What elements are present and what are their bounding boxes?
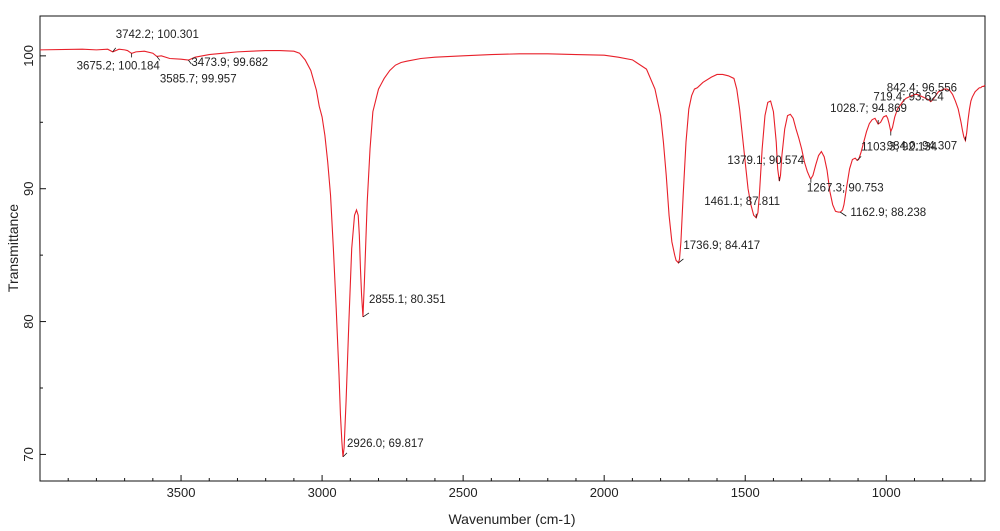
peak-marker: [362, 312, 370, 318]
x-tick-label: 2500: [449, 485, 478, 500]
peak-label: 1267.3; 90.753: [807, 183, 884, 195]
peak-marker: [342, 452, 348, 458]
x-axis: 3500 3000 2500 2000 1500 1000: [67, 475, 972, 500]
peak-marker: [856, 156, 862, 161]
peak-label: 3675.2; 100.184: [77, 60, 161, 72]
peak-marker: [840, 211, 847, 217]
peak-label: 984.0; 94.307: [887, 140, 957, 152]
peak-label: 1736.9; 84.417: [683, 240, 760, 252]
y-tick-label: 90: [21, 181, 36, 195]
peak-label: 1461.1; 87.811: [704, 196, 780, 208]
peak-label: 719.4; 93.624: [873, 92, 944, 104]
y-tick-label: 80: [21, 314, 36, 328]
peak-label: 3742.2; 100.301: [116, 29, 199, 41]
x-tick-label: 3500: [167, 485, 196, 500]
peak-marker: [112, 47, 117, 53]
peak-marker: [156, 56, 161, 61]
peak-label: 3585.7; 99.957: [160, 73, 237, 85]
peak-marker: [188, 59, 192, 65]
y-axis-title: Transmittance: [5, 204, 21, 292]
peak-annotations: 3742.2; 100.301 3675.2; 100.184 3473.9; 99…: [77, 29, 966, 458]
x-axis-title: Wavenumber (cm-1): [448, 511, 575, 527]
peak-label: 842.4; 96.556: [887, 83, 957, 95]
x-tick-label: 3000: [308, 485, 337, 500]
peak-label: 1103.3; 92.134: [861, 141, 937, 153]
y-axis: 70 80 90 100: [21, 45, 46, 462]
peak-label: 2926.0; 69.817: [347, 438, 424, 450]
x-tick-label: 1500: [731, 485, 760, 500]
peak-label: 3473.9; 99.682: [191, 57, 268, 69]
spectrum-line: [39, 48, 986, 457]
peak-label: 1162.9; 88.238: [850, 207, 926, 219]
peak-label: 1379.1; 90.574: [727, 155, 804, 167]
y-tick-label: 100: [21, 45, 36, 67]
peak-label: 1028.7; 94.869: [830, 103, 907, 115]
plot-frame: [39, 15, 986, 482]
y-tick-label: 70: [21, 447, 36, 461]
peak-marker: [678, 258, 684, 264]
x-tick-label: 2000: [590, 485, 619, 500]
x-tick-label: 1000: [872, 485, 901, 500]
peak-label: 2855.1; 80.351: [369, 294, 446, 306]
